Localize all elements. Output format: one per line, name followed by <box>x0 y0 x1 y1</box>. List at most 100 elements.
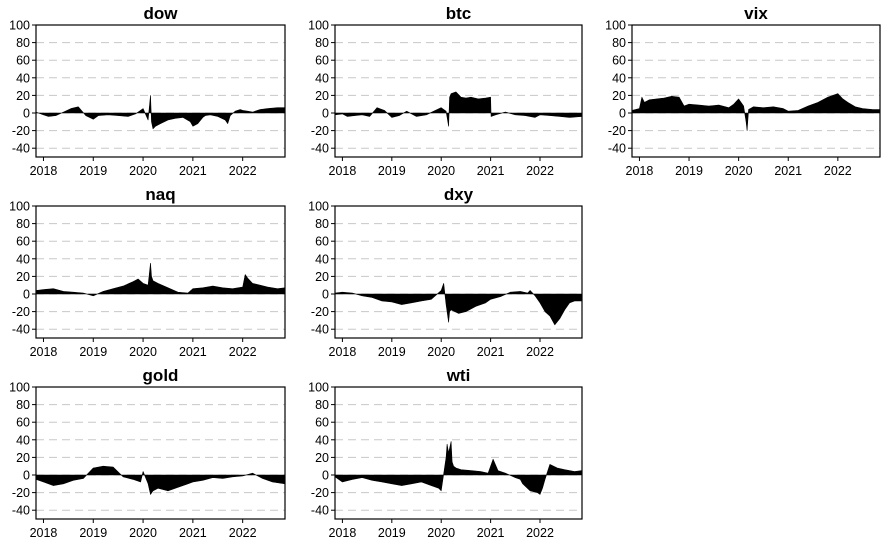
y-tick-label: -40 <box>12 504 30 518</box>
panel-title: gold <box>143 366 179 385</box>
y-tick-label: 100 <box>605 19 626 33</box>
y-tick-label: -40 <box>311 323 329 337</box>
x-tick-label: 2022 <box>229 526 257 540</box>
x-tick-label: 2020 <box>129 164 157 178</box>
plot-frame <box>334 24 583 158</box>
y-tick-label: -20 <box>12 486 30 500</box>
panel-title: wti <box>446 366 471 385</box>
y-tick-label: -40 <box>608 142 626 156</box>
y-tick-label: 80 <box>315 36 329 50</box>
y-tick-label: 0 <box>23 288 30 302</box>
x-tick-label: 2019 <box>675 164 703 178</box>
y-tick-label: 60 <box>16 54 30 68</box>
y-tick-label: -20 <box>311 305 329 319</box>
x-tick-label: 2021 <box>774 164 802 178</box>
x-tick-label: 2022 <box>824 164 852 178</box>
plot-frame <box>35 24 286 158</box>
panel-title: dow <box>144 4 179 23</box>
y-tick-label: -20 <box>608 124 626 138</box>
x-tick-label: 2018 <box>30 345 58 359</box>
x-tick-label: 2018 <box>329 345 357 359</box>
y-tick-label: 20 <box>612 89 626 103</box>
y-tick-label: 40 <box>315 433 329 447</box>
series-area <box>334 91 583 127</box>
y-tick-label: 20 <box>16 270 30 284</box>
y-tick-label: 20 <box>315 89 329 103</box>
y-tick-label: 20 <box>16 451 30 465</box>
x-tick-label: 2021 <box>179 526 207 540</box>
panel-title: naq <box>145 185 175 204</box>
y-tick-label: 80 <box>16 398 30 412</box>
y-tick-label: 100 <box>308 19 329 33</box>
y-tick-label: 60 <box>315 235 329 249</box>
y-tick-label: 40 <box>315 252 329 266</box>
x-tick-label: 2019 <box>79 164 107 178</box>
series-area <box>35 262 286 297</box>
y-tick-label: 40 <box>315 71 329 85</box>
x-tick-label: 2019 <box>79 345 107 359</box>
panel-title: vix <box>744 4 768 23</box>
y-tick-label: 0 <box>322 469 329 483</box>
y-tick-label: 40 <box>612 71 626 85</box>
y-tick-label: -20 <box>12 124 30 138</box>
panel-title: dxy <box>444 185 474 204</box>
plot-frame <box>35 386 286 520</box>
x-tick-label: 2021 <box>179 345 207 359</box>
y-tick-label: 0 <box>619 107 626 121</box>
y-tick-label: -40 <box>12 323 30 337</box>
y-tick-label: 100 <box>9 381 30 395</box>
y-tick-label: 0 <box>322 288 329 302</box>
y-tick-label: -20 <box>311 124 329 138</box>
panel-title: btc <box>446 4 472 23</box>
x-tick-label: 2019 <box>378 526 406 540</box>
series-area <box>334 283 583 326</box>
series-area <box>631 93 881 131</box>
x-tick-label: 2020 <box>427 345 455 359</box>
x-tick-label: 2022 <box>229 345 257 359</box>
x-tick-label: 2018 <box>329 526 357 540</box>
y-tick-label: 0 <box>23 469 30 483</box>
plot-frame <box>631 24 881 158</box>
x-tick-label: 2019 <box>378 164 406 178</box>
y-tick-label: -20 <box>12 305 30 319</box>
x-tick-label: 2020 <box>129 345 157 359</box>
plot-frame <box>35 205 286 339</box>
y-tick-label: 100 <box>308 200 329 214</box>
x-tick-label: 2022 <box>526 526 554 540</box>
y-tick-label: 20 <box>315 451 329 465</box>
x-tick-label: 2018 <box>329 164 357 178</box>
series-area <box>35 95 286 130</box>
x-tick-label: 2019 <box>79 526 107 540</box>
y-tick-label: 60 <box>16 416 30 430</box>
y-tick-label: 100 <box>308 381 329 395</box>
y-tick-label: 80 <box>612 36 626 50</box>
y-tick-label: -40 <box>311 504 329 518</box>
x-tick-label: 2022 <box>526 164 554 178</box>
y-tick-label: 80 <box>315 398 329 412</box>
y-tick-label: 0 <box>322 107 329 121</box>
plot-frame <box>334 386 583 520</box>
y-tick-label: 80 <box>315 217 329 231</box>
y-tick-label: 40 <box>16 71 30 85</box>
y-tick-label: 40 <box>16 252 30 266</box>
y-tick-label: -20 <box>311 486 329 500</box>
x-tick-label: 2020 <box>129 526 157 540</box>
y-tick-label: 40 <box>16 433 30 447</box>
x-tick-label: 2022 <box>229 164 257 178</box>
y-tick-label: -40 <box>311 142 329 156</box>
y-tick-label: 60 <box>315 54 329 68</box>
y-tick-label: 100 <box>9 19 30 33</box>
y-tick-label: 60 <box>612 54 626 68</box>
series-area <box>35 465 286 495</box>
y-tick-label: 80 <box>16 36 30 50</box>
y-tick-label: 60 <box>315 416 329 430</box>
y-tick-label: 20 <box>16 89 30 103</box>
x-tick-label: 2018 <box>626 164 654 178</box>
